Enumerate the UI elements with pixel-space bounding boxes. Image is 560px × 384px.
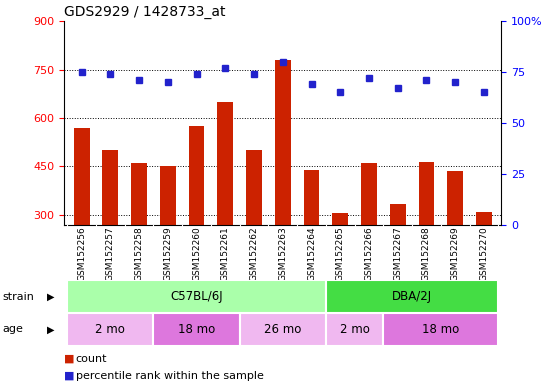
Text: count: count bbox=[76, 354, 107, 364]
Text: ■: ■ bbox=[64, 371, 75, 381]
Text: GDS2929 / 1428733_at: GDS2929 / 1428733_at bbox=[64, 5, 226, 19]
Bar bbox=[418, 162, 435, 225]
Bar bbox=[333, 214, 348, 225]
Bar bbox=[74, 128, 90, 225]
Text: GSM152256: GSM152256 bbox=[77, 226, 86, 281]
Bar bbox=[240, 313, 326, 346]
Text: GSM152266: GSM152266 bbox=[365, 226, 374, 281]
Bar bbox=[217, 102, 233, 225]
Text: GSM152260: GSM152260 bbox=[192, 226, 201, 281]
Bar bbox=[246, 151, 262, 225]
Text: 2 mo: 2 mo bbox=[95, 323, 125, 336]
Text: GSM152268: GSM152268 bbox=[422, 226, 431, 281]
Text: GSM152262: GSM152262 bbox=[250, 226, 259, 281]
Text: GSM152270: GSM152270 bbox=[479, 226, 488, 281]
Bar bbox=[326, 313, 384, 346]
Text: 18 mo: 18 mo bbox=[422, 323, 459, 336]
Bar bbox=[131, 163, 147, 225]
Text: GSM152261: GSM152261 bbox=[221, 226, 230, 281]
Text: ▶: ▶ bbox=[48, 324, 55, 334]
Text: GSM152267: GSM152267 bbox=[393, 226, 402, 281]
Text: 26 mo: 26 mo bbox=[264, 323, 301, 336]
Bar bbox=[384, 313, 498, 346]
Text: 18 mo: 18 mo bbox=[178, 323, 215, 336]
Text: DBA/2J: DBA/2J bbox=[392, 290, 432, 303]
Bar bbox=[447, 171, 463, 225]
Text: percentile rank within the sample: percentile rank within the sample bbox=[76, 371, 263, 381]
Bar bbox=[189, 126, 204, 225]
Text: GSM152263: GSM152263 bbox=[278, 226, 287, 281]
Text: ▶: ▶ bbox=[48, 291, 55, 302]
Text: GSM152264: GSM152264 bbox=[307, 226, 316, 281]
Text: GSM152257: GSM152257 bbox=[106, 226, 115, 281]
Bar bbox=[361, 163, 377, 225]
Text: ■: ■ bbox=[64, 354, 75, 364]
Text: GSM152259: GSM152259 bbox=[164, 226, 172, 281]
Bar bbox=[153, 313, 240, 346]
Text: 2 mo: 2 mo bbox=[340, 323, 370, 336]
Text: GSM152258: GSM152258 bbox=[134, 226, 143, 281]
Text: C57BL/6J: C57BL/6J bbox=[170, 290, 223, 303]
Bar bbox=[326, 280, 498, 313]
Bar bbox=[390, 204, 405, 225]
Bar bbox=[67, 280, 326, 313]
Bar bbox=[275, 60, 291, 225]
Bar bbox=[304, 170, 319, 225]
Bar bbox=[67, 313, 153, 346]
Text: strain: strain bbox=[3, 291, 35, 302]
Bar bbox=[476, 212, 492, 225]
Text: age: age bbox=[3, 324, 24, 334]
Text: GSM152269: GSM152269 bbox=[451, 226, 460, 281]
Bar bbox=[160, 166, 176, 225]
Text: GSM152265: GSM152265 bbox=[336, 226, 345, 281]
Bar bbox=[102, 151, 118, 225]
